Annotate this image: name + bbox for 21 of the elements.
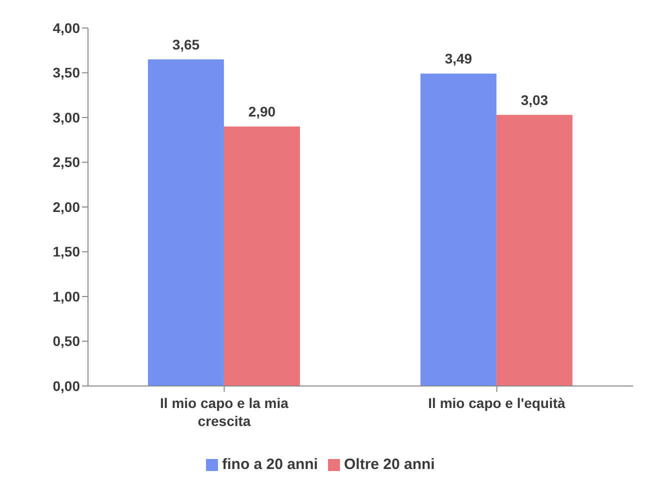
data-label: 3,49: [444, 50, 472, 67]
bar: [148, 59, 224, 386]
y-tick-label: 3,00: [52, 109, 80, 126]
legend-label: fino a 20 anni: [222, 456, 318, 473]
bar: [224, 126, 300, 386]
x-tick-label: Il mio capo e la mia crescita: [160, 395, 289, 429]
y-tick-label: 0,00: [52, 378, 80, 394]
bar: [496, 114, 572, 386]
y-tick-label: 1,00: [52, 288, 80, 304]
y-tick-label: 2,50: [52, 154, 80, 170]
y-tick-label: 4,00: [52, 20, 80, 36]
y-tick-label: 0,50: [52, 333, 80, 350]
data-label: 3,65: [172, 36, 200, 52]
legend-label: Oltre 20 anni: [344, 456, 435, 473]
y-tick-label: 1,50: [52, 244, 80, 260]
y-tick-label: 2,00: [52, 198, 80, 215]
data-label: 3,03: [520, 92, 548, 108]
x-tick-label: Il mio capo e l'equità: [428, 395, 566, 411]
y-tick-label: 3,50: [52, 64, 80, 81]
data-label: 2,90: [248, 103, 276, 120]
bar: [420, 74, 496, 386]
